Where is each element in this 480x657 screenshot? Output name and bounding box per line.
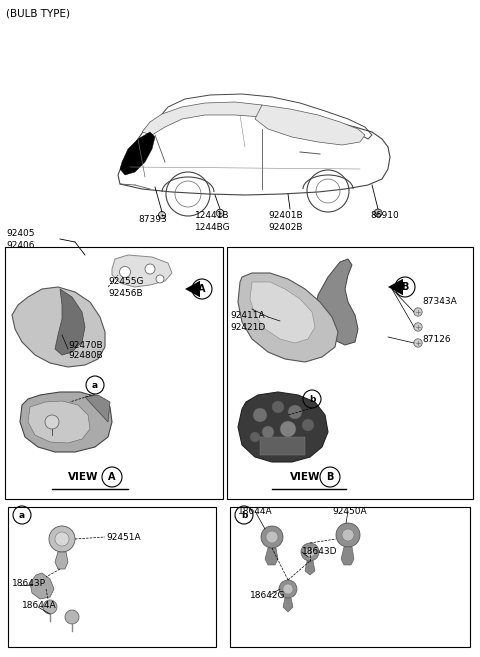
Text: A: A (108, 472, 116, 482)
Circle shape (43, 600, 57, 614)
Text: B: B (326, 472, 334, 482)
Circle shape (253, 408, 267, 422)
Circle shape (266, 531, 278, 543)
Circle shape (279, 580, 297, 598)
Polygon shape (12, 287, 105, 367)
Polygon shape (341, 547, 354, 565)
Circle shape (216, 209, 224, 217)
Text: 92406: 92406 (6, 240, 35, 250)
Text: 87393: 87393 (138, 214, 167, 223)
Text: 12441B: 12441B (195, 210, 229, 219)
Text: 92451A: 92451A (106, 533, 141, 541)
Circle shape (261, 526, 283, 548)
Circle shape (280, 421, 296, 437)
Polygon shape (142, 102, 262, 135)
Text: 92470B: 92470B (68, 340, 103, 350)
Text: 87343A: 87343A (422, 298, 457, 307)
Circle shape (120, 267, 131, 277)
Text: b: b (309, 394, 315, 403)
Circle shape (262, 426, 274, 438)
Polygon shape (85, 395, 110, 422)
Text: B: B (401, 282, 408, 292)
Text: (BULB TYPE): (BULB TYPE) (6, 9, 70, 19)
Text: 1244BG: 1244BG (195, 223, 230, 231)
Text: 92405: 92405 (6, 229, 35, 237)
Circle shape (292, 439, 304, 451)
Polygon shape (55, 289, 85, 355)
Text: 18642G: 18642G (250, 591, 286, 599)
Circle shape (49, 526, 75, 552)
Text: 86910: 86910 (370, 210, 399, 219)
Text: a: a (19, 510, 25, 520)
Text: a: a (92, 380, 98, 390)
Polygon shape (185, 281, 200, 297)
Bar (230, 507, 470, 647)
Circle shape (288, 405, 302, 419)
Circle shape (414, 323, 422, 331)
Polygon shape (388, 279, 403, 295)
Text: 92411A: 92411A (230, 311, 264, 319)
Text: 92480B: 92480B (68, 351, 103, 361)
Polygon shape (28, 401, 90, 443)
Polygon shape (238, 392, 328, 462)
Text: A: A (198, 284, 206, 294)
Polygon shape (305, 561, 315, 575)
Circle shape (336, 523, 360, 547)
Circle shape (272, 401, 284, 413)
Bar (5, 247, 223, 499)
Circle shape (374, 209, 382, 217)
Text: 18643D: 18643D (302, 547, 337, 556)
Circle shape (342, 529, 354, 541)
Text: b: b (241, 510, 247, 520)
Circle shape (301, 543, 319, 561)
Circle shape (55, 532, 69, 546)
Circle shape (305, 547, 315, 557)
Text: 18643P: 18643P (12, 579, 46, 587)
Circle shape (145, 264, 155, 274)
Polygon shape (265, 548, 278, 565)
Circle shape (414, 307, 422, 316)
Polygon shape (20, 392, 112, 452)
Bar (260, 437, 305, 455)
Text: 92402B: 92402B (268, 223, 302, 231)
Text: 92450A: 92450A (332, 507, 367, 516)
Polygon shape (255, 105, 365, 145)
Polygon shape (283, 598, 293, 612)
Text: 92421D: 92421D (230, 323, 265, 332)
Circle shape (268, 440, 282, 454)
Circle shape (302, 419, 314, 431)
Polygon shape (250, 282, 315, 343)
Text: 87126: 87126 (422, 334, 451, 344)
Polygon shape (238, 273, 338, 362)
Text: 18644A: 18644A (22, 600, 57, 610)
Polygon shape (30, 573, 54, 599)
Text: VIEW: VIEW (290, 472, 321, 482)
Circle shape (250, 432, 260, 442)
Circle shape (158, 212, 166, 219)
Bar (8, 507, 216, 647)
Polygon shape (112, 255, 172, 287)
Text: 92455G: 92455G (108, 277, 144, 286)
Bar (227, 247, 473, 499)
Circle shape (45, 415, 59, 429)
Circle shape (414, 339, 422, 347)
Text: VIEW: VIEW (68, 472, 98, 482)
Text: 18644A: 18644A (238, 507, 273, 516)
Circle shape (65, 610, 79, 624)
Polygon shape (120, 132, 155, 175)
Polygon shape (315, 259, 358, 345)
Text: 92401B: 92401B (268, 210, 302, 219)
Circle shape (156, 275, 164, 283)
Polygon shape (55, 552, 68, 569)
Text: 92456B: 92456B (108, 288, 143, 298)
Circle shape (283, 584, 293, 594)
